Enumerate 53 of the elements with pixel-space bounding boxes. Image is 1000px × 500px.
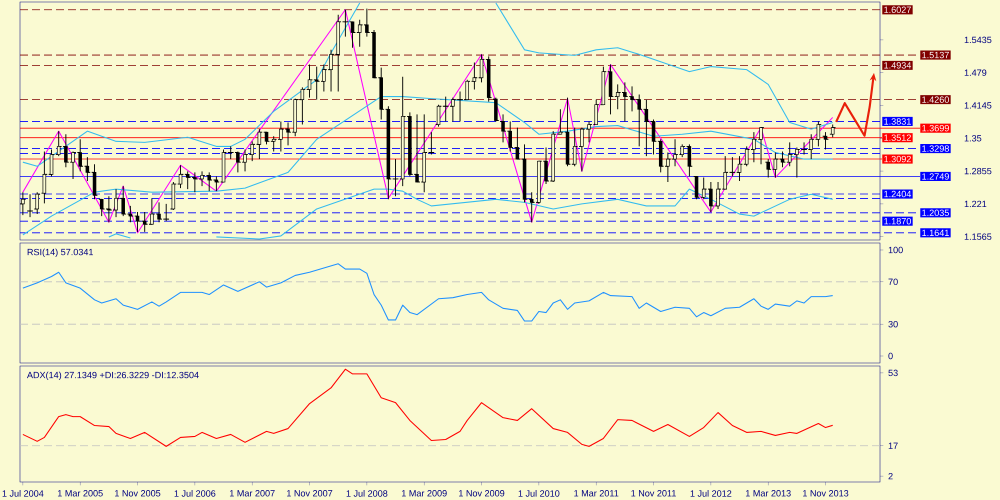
x-tick-label: 1 Nov 2013: [803, 490, 848, 496]
ref-line-label: 1.3831: [884, 118, 911, 125]
y-tick-label: 1.221: [964, 200, 986, 208]
candlestick: [20, 192, 26, 216]
line-series: [22, 368, 834, 447]
candlestick: [822, 132, 829, 150]
ref-line-label: 1.4934: [884, 62, 912, 69]
ref-line-label: 1.3092: [884, 156, 911, 162]
x-tick-label: 1 Jul 2010: [518, 490, 560, 497]
ref-line-label: 1.2035: [922, 210, 949, 216]
y-tick-label: 2: [888, 472, 893, 480]
x-tick-label: 1 Mar 2013: [746, 490, 791, 496]
x-tick-label: 1 Jul 2012: [690, 490, 732, 497]
y-tick-label: 70: [888, 278, 898, 285]
x-tick-label: 1 Mar 2007: [230, 490, 275, 496]
y-tick-label: 17: [888, 442, 898, 449]
line-series: [22, 9, 834, 234]
line-series: [22, 96, 834, 236]
candlestick: [34, 192, 41, 215]
ref-line-label: 1.2404: [884, 190, 912, 198]
ref-line-label: 1.4260: [922, 96, 949, 103]
text: ADX(14) 27.1349 +DI:26.3229 -DI:12.3504: [26, 372, 199, 380]
y-tick-label: 1.4145: [964, 102, 992, 109]
x-tick-label: 1 Jul 2004: [2, 490, 44, 497]
x-tick-label: 1 Mar 2005: [58, 490, 103, 496]
y-tick-label: 1.2855: [964, 168, 992, 174]
ref-line-label: 1.3512: [884, 134, 911, 141]
x-tick-label: 1 Nov 2011: [631, 490, 676, 496]
ref-line-label: 1.3699: [922, 124, 949, 132]
y-tick-label: 1.35: [964, 135, 982, 142]
ref-line-label: 1.1641: [922, 230, 949, 236]
x-tick-label: 1 Mar 2011: [574, 490, 618, 496]
x-tick-label: 1 Nov 2005: [115, 490, 160, 496]
y-tick-label: 0: [888, 352, 893, 360]
candlestick: [492, 97, 500, 122]
x-tick-label: 1 Nov 2007: [287, 490, 332, 496]
y-tick-label: 1.1565: [964, 233, 992, 240]
ref-line-label: 1.2749: [922, 173, 949, 180]
y-tick-label: 100: [888, 246, 903, 254]
x-tick-label: 1 Jul 2006: [174, 490, 216, 497]
y-tick-label: 53: [888, 370, 898, 376]
ref-line-label: 1.5137: [922, 52, 949, 58]
candlestick: [829, 124, 836, 138]
ref-line-label: 1.1870: [884, 218, 911, 224]
ref-line-label: 1.6027: [884, 6, 911, 13]
y-tick-label: 1.479: [964, 69, 986, 76]
ref-line-label: 1.3298: [922, 145, 949, 152]
x-tick-label: 1 Mar 2009: [402, 490, 447, 496]
y-tick-label: 30: [888, 320, 898, 328]
x-tick-label: 1 Nov 2009: [459, 490, 504, 496]
y-tick-label: 1.5435: [964, 36, 992, 44]
x-tick-label: 1 Jul 2008: [346, 490, 388, 497]
text: RSI(14) 57.0341: [28, 248, 94, 258]
